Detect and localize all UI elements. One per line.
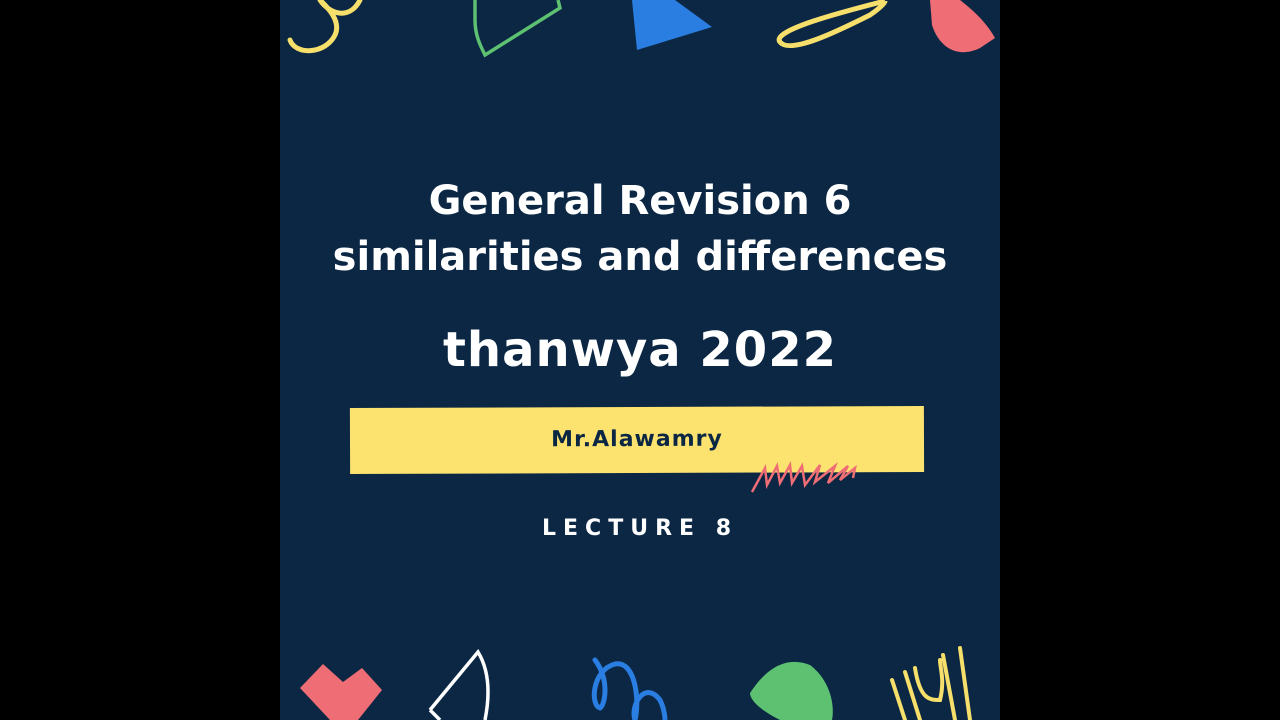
pink-semicircle-shape: [930, 0, 995, 53]
yellow-lines-shape: [890, 646, 972, 720]
blue-triangle-shape: [632, 0, 712, 50]
subtitle: thanwya 2022: [442, 322, 837, 378]
green-outline-shape: [473, 0, 563, 58]
lecture-label: LECTURE 8: [542, 516, 738, 541]
title-line-2: similarities and differences: [332, 234, 948, 280]
pink-heart-shape: [300, 664, 382, 720]
green-blob-shape: [750, 661, 833, 720]
pink-zigzag-icon: [750, 460, 857, 493]
blue-squiggle-shape: [591, 657, 668, 720]
yellow-ellipse-shape: [776, 0, 888, 49]
yellow-swirl-shape: [287, 0, 363, 54]
slide: General Revision 6 similarities and diff…: [280, 0, 1000, 720]
title-line-1: General Revision 6: [428, 178, 852, 224]
white-outline-shape: [428, 648, 490, 720]
decorations: [287, 0, 995, 720]
